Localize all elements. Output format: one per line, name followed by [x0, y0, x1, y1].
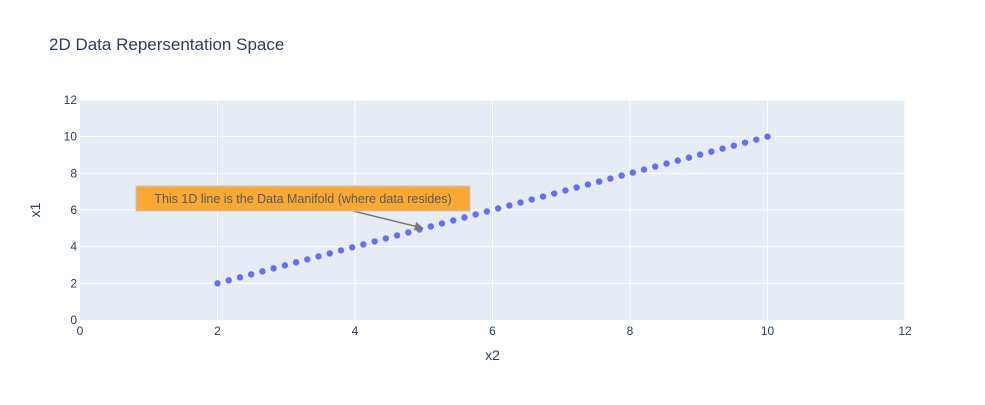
data-point [360, 241, 367, 248]
annotation: This 1D line is the Data Manifold (where… [135, 185, 471, 231]
data-point [259, 268, 266, 275]
data-point [674, 157, 681, 164]
data-point [225, 277, 232, 284]
annotation-arrowhead [413, 221, 424, 231]
data-point [348, 244, 356, 251]
data-point [528, 196, 535, 203]
y-tick-label: 2 [70, 276, 77, 290]
data-point [719, 145, 726, 152]
data-point [584, 181, 592, 188]
data-point [236, 274, 244, 281]
y-tick-label: 6 [70, 203, 77, 217]
data-point [663, 160, 670, 167]
data-point [393, 232, 401, 239]
data-point [696, 151, 704, 158]
data-point [517, 199, 524, 206]
data-point [539, 193, 547, 200]
x-tick-label: 2 [214, 324, 221, 338]
data-point [292, 259, 300, 266]
data-points [214, 133, 771, 287]
annotation-box [135, 185, 471, 212]
data-point [438, 220, 446, 227]
data-point [214, 280, 221, 287]
data-point [562, 187, 569, 194]
data-point [506, 202, 513, 209]
data-point [618, 172, 625, 179]
data-point [764, 133, 771, 140]
x-tick-label: 8 [627, 324, 634, 338]
data-point [573, 184, 580, 191]
data-point [461, 214, 468, 221]
data-point [382, 235, 390, 242]
x-tick-label: 4 [352, 324, 359, 338]
data-point [450, 217, 457, 224]
data-point [483, 208, 491, 215]
data-point [595, 178, 603, 185]
data-point [281, 262, 289, 269]
y-tick-label: 10 [64, 130, 78, 144]
annotation-arrow [352, 210, 417, 228]
data-point [337, 247, 345, 254]
y-tick-label: 4 [70, 240, 77, 254]
data-point [640, 166, 648, 173]
data-point [629, 169, 637, 176]
y-tick-label: 12 [64, 93, 78, 107]
chart-title: 2D Data Repersentation Space [49, 35, 284, 54]
data-point [405, 229, 412, 236]
data-point [652, 163, 659, 170]
y-axis-label: x1 [27, 202, 43, 217]
data-point [685, 154, 693, 161]
data-point [741, 139, 749, 146]
x-tick-label: 10 [761, 324, 775, 338]
data-point [551, 190, 558, 197]
x-tick-label: 0 [77, 324, 84, 338]
data-point [247, 271, 255, 278]
data-point [753, 136, 760, 143]
data-point [708, 148, 715, 155]
x-tick-label: 6 [489, 324, 496, 338]
data-point [304, 256, 311, 263]
data-point [494, 205, 502, 212]
annotation-text: This 1D line is the Data Manifold (where… [154, 192, 451, 206]
data-point [427, 223, 434, 230]
data-point [270, 265, 277, 272]
x-tick-label: 12 [898, 324, 912, 338]
data-point [607, 175, 614, 182]
data-point [472, 211, 479, 218]
y-tick-label: 8 [70, 166, 77, 180]
data-point [730, 142, 738, 149]
data-point [315, 253, 322, 260]
tick-labels: 0 2 4 6 8 10 12 0 2 4 6 8 10 12 [64, 93, 912, 338]
data-point [326, 250, 333, 257]
data-point [371, 238, 378, 245]
y-tick-label: 0 [70, 313, 77, 327]
x-axis-label: x2 [485, 347, 500, 363]
